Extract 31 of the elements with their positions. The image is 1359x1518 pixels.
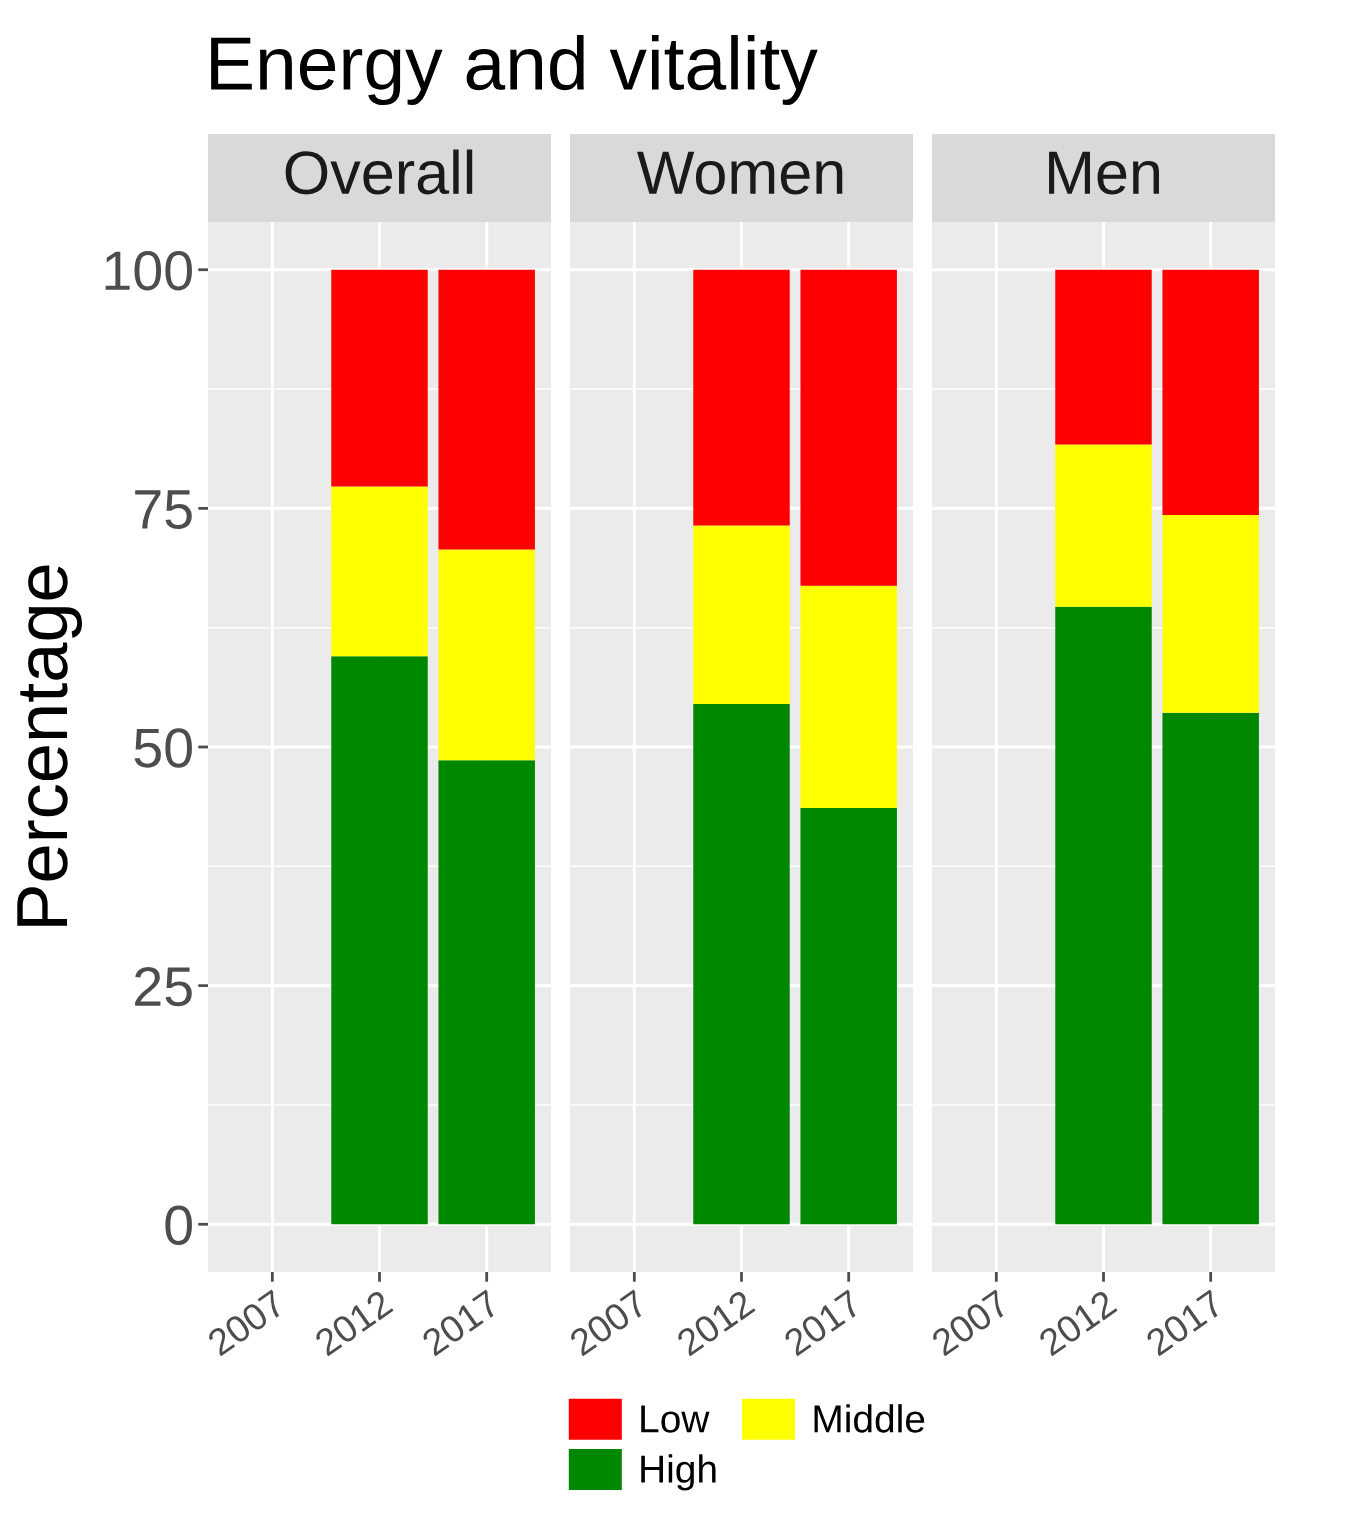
chart-title: Women	[637, 151, 843, 195]
bar	[1055, 269, 1152, 445]
bar	[693, 704, 790, 1225]
bar	[438, 549, 535, 761]
legend-label: High	[641, 1454, 716, 1491]
bar	[331, 269, 428, 487]
legend-label: Middle	[814, 1404, 925, 1433]
bar	[693, 269, 790, 526]
bar	[1162, 712, 1259, 1225]
y-axis-title: Percentage	[17, 565, 82, 926]
bar	[1055, 444, 1152, 607]
bar	[800, 269, 897, 586]
bar	[331, 656, 428, 1225]
bar	[800, 585, 897, 809]
bar	[1162, 269, 1259, 516]
y-tick-label: 50	[134, 728, 192, 768]
y-tick-label: 25	[135, 966, 192, 1007]
bar	[800, 808, 897, 1225]
bar	[438, 760, 535, 1225]
text: Energy and vitality	[211, 35, 818, 105]
bar	[1162, 515, 1259, 713]
bar	[1055, 606, 1152, 1225]
chart-title: Overall	[285, 149, 473, 195]
chart-title: Men	[1049, 151, 1159, 195]
y-tick-label: 75	[135, 490, 192, 530]
bar	[438, 269, 535, 550]
y-tick-label: 100	[105, 251, 192, 291]
legend-label: Low	[641, 1405, 710, 1433]
bar	[331, 486, 428, 657]
bar	[693, 525, 790, 705]
y-tick-label: 0	[165, 1205, 192, 1245]
